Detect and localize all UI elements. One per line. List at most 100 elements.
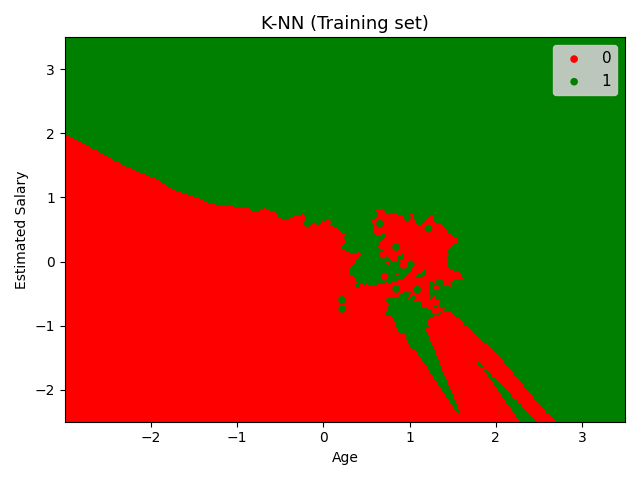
1 bbox=[449, 296, 460, 303]
0 bbox=[292, 331, 302, 338]
Title: K-NN (Training set): K-NN (Training set) bbox=[261, 15, 429, 33]
0 bbox=[212, 322, 222, 330]
1 bbox=[464, 78, 474, 85]
1 bbox=[462, 171, 472, 179]
0 bbox=[225, 300, 236, 308]
Y-axis label: Estimated Salary: Estimated Salary bbox=[15, 170, 29, 289]
0 bbox=[248, 311, 258, 319]
1 bbox=[448, 123, 458, 131]
1 bbox=[402, 186, 412, 193]
0 bbox=[264, 297, 274, 304]
0 bbox=[274, 329, 284, 337]
0 bbox=[179, 298, 189, 306]
1 bbox=[319, 214, 330, 221]
0 bbox=[225, 274, 236, 282]
1 bbox=[412, 286, 422, 293]
0 bbox=[278, 237, 288, 245]
0 bbox=[351, 307, 361, 314]
1 bbox=[273, 152, 284, 160]
0 bbox=[256, 324, 266, 331]
1 bbox=[472, 252, 482, 260]
0 bbox=[175, 325, 185, 333]
1 bbox=[397, 293, 408, 301]
1 bbox=[444, 302, 454, 310]
1 bbox=[256, 92, 266, 100]
1 bbox=[402, 79, 412, 87]
0 bbox=[380, 218, 390, 226]
0 bbox=[259, 294, 269, 301]
0 bbox=[313, 328, 323, 336]
0 bbox=[236, 281, 246, 289]
0 bbox=[200, 264, 210, 271]
1 bbox=[397, 132, 407, 140]
0 bbox=[323, 226, 333, 234]
0 bbox=[244, 305, 254, 312]
1 bbox=[481, 75, 491, 83]
1 bbox=[414, 136, 424, 144]
0 bbox=[314, 305, 324, 312]
1 bbox=[442, 285, 452, 292]
1 bbox=[380, 189, 390, 197]
0 bbox=[353, 293, 364, 300]
0 bbox=[326, 277, 336, 285]
0 bbox=[225, 308, 235, 316]
0 bbox=[279, 328, 289, 336]
0 bbox=[442, 281, 452, 288]
0 bbox=[173, 329, 184, 336]
1 bbox=[378, 151, 388, 159]
1 bbox=[270, 192, 280, 199]
0 bbox=[346, 258, 356, 266]
0 bbox=[228, 342, 239, 350]
1 bbox=[435, 279, 445, 287]
0 bbox=[367, 328, 378, 336]
0 bbox=[328, 320, 339, 328]
0 bbox=[264, 289, 275, 297]
0 bbox=[278, 301, 288, 309]
0 bbox=[228, 325, 239, 333]
1 bbox=[335, 180, 345, 188]
0 bbox=[316, 229, 326, 237]
0 bbox=[180, 321, 190, 329]
0 bbox=[257, 320, 268, 327]
0 bbox=[365, 326, 375, 334]
1 bbox=[420, 112, 430, 120]
0 bbox=[443, 272, 453, 279]
1 bbox=[332, 211, 342, 219]
0 bbox=[233, 326, 243, 334]
0 bbox=[178, 322, 188, 330]
0 bbox=[233, 282, 243, 290]
0 bbox=[308, 329, 319, 336]
0 bbox=[323, 259, 333, 266]
0 bbox=[250, 268, 260, 276]
0 bbox=[166, 260, 176, 267]
0 bbox=[419, 228, 429, 235]
0 bbox=[257, 256, 268, 264]
0 bbox=[236, 293, 246, 300]
0 bbox=[177, 325, 187, 333]
0 bbox=[285, 221, 296, 228]
0 bbox=[249, 304, 259, 312]
0 bbox=[280, 284, 291, 292]
0 bbox=[291, 216, 301, 223]
0 bbox=[292, 289, 303, 297]
1 bbox=[457, 279, 467, 287]
0 bbox=[429, 245, 440, 252]
1 bbox=[383, 207, 393, 215]
0 bbox=[313, 315, 323, 323]
0 bbox=[341, 289, 351, 297]
1 bbox=[391, 285, 401, 293]
1 bbox=[335, 212, 346, 219]
0 bbox=[271, 286, 281, 293]
1 bbox=[375, 181, 385, 189]
1 bbox=[471, 132, 481, 140]
0 bbox=[219, 309, 229, 317]
0 bbox=[387, 231, 397, 239]
0 bbox=[265, 318, 275, 326]
0 bbox=[291, 253, 301, 261]
1 bbox=[266, 180, 276, 187]
1 bbox=[348, 199, 358, 206]
0 bbox=[233, 218, 243, 226]
0 bbox=[328, 288, 339, 296]
1 bbox=[307, 216, 317, 224]
1 bbox=[396, 306, 406, 313]
